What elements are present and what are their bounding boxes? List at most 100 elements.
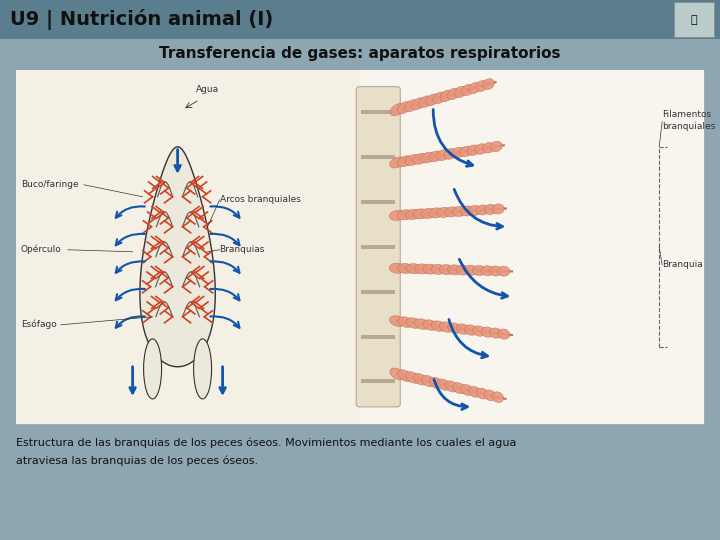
Ellipse shape [390,368,405,380]
Text: U9 | Nutrición animal (I): U9 | Nutrición animal (I) [10,9,274,30]
Bar [361,380,395,383]
Ellipse shape [482,79,495,90]
Ellipse shape [482,143,495,153]
Ellipse shape [481,266,494,276]
Ellipse shape [474,144,487,154]
Ellipse shape [423,264,438,274]
Ellipse shape [444,148,457,159]
Ellipse shape [421,208,436,219]
Ellipse shape [143,339,161,399]
Ellipse shape [448,323,462,333]
FancyBboxPatch shape [356,86,400,407]
Bar [0,0,720,39]
Ellipse shape [433,92,446,104]
Ellipse shape [390,104,405,116]
Ellipse shape [484,205,497,214]
Ellipse shape [405,100,418,112]
Text: branquiales: branquiales [662,122,716,131]
Bar [674,2,714,37]
Ellipse shape [467,145,480,156]
Ellipse shape [413,153,428,164]
Ellipse shape [437,379,450,390]
Ellipse shape [397,210,413,220]
Ellipse shape [405,154,420,165]
Ellipse shape [454,86,467,98]
Bar [361,245,395,249]
Ellipse shape [476,388,488,399]
Bar [360,70,704,424]
Bar [16,70,360,424]
Ellipse shape [476,80,487,91]
Ellipse shape [397,370,413,382]
Ellipse shape [468,386,481,397]
Ellipse shape [397,102,411,114]
Ellipse shape [390,263,405,273]
Ellipse shape [451,147,465,158]
Ellipse shape [469,83,480,93]
Ellipse shape [492,392,504,402]
Ellipse shape [428,151,442,162]
Ellipse shape [472,266,486,275]
Ellipse shape [413,374,428,385]
Ellipse shape [498,329,510,339]
Ellipse shape [440,90,453,102]
Ellipse shape [484,390,496,401]
Ellipse shape [390,210,405,220]
Bar [361,289,395,294]
Ellipse shape [452,206,466,217]
Ellipse shape [390,157,405,168]
Ellipse shape [492,204,504,214]
Ellipse shape [498,266,510,276]
Ellipse shape [481,327,494,337]
Bar [361,335,395,339]
Text: Agua: Agua [196,85,219,93]
Text: 🐟: 🐟 [690,15,697,25]
Ellipse shape [468,205,482,215]
Ellipse shape [459,146,472,157]
Text: Branquias: Branquias [220,245,265,254]
Ellipse shape [456,265,469,275]
Ellipse shape [431,321,446,332]
Ellipse shape [415,319,429,329]
Ellipse shape [490,266,502,276]
Ellipse shape [426,94,439,106]
Ellipse shape [397,264,413,273]
Ellipse shape [461,384,473,395]
Text: Arcos branquiales: Arcos branquiales [220,195,300,204]
Ellipse shape [456,324,469,334]
Ellipse shape [439,322,454,332]
Ellipse shape [476,205,489,215]
Ellipse shape [413,209,428,219]
Text: Branquia: Branquia [662,260,703,269]
Ellipse shape [397,156,413,167]
Text: Estructura de las branquias de los peces óseos. Movimientos mediante los cuales : Estructura de las branquias de los peces… [16,438,516,448]
Ellipse shape [445,207,459,217]
Ellipse shape [447,88,460,99]
Ellipse shape [437,207,451,218]
Ellipse shape [448,265,462,275]
Ellipse shape [411,98,425,110]
Ellipse shape [490,141,503,152]
Bar [0,39,720,68]
Text: Opérculo: Opérculo [21,244,62,254]
Ellipse shape [418,96,432,107]
Ellipse shape [406,318,421,328]
Ellipse shape [429,377,443,388]
Ellipse shape [464,325,477,335]
Ellipse shape [439,265,454,275]
Ellipse shape [390,316,405,326]
Text: atraviesa las branquias de los peces óseos.: atraviesa las branquias de los peces óse… [16,456,258,467]
Ellipse shape [462,84,474,96]
Ellipse shape [414,264,429,274]
Ellipse shape [436,150,450,160]
Ellipse shape [423,320,437,330]
Ellipse shape [490,328,502,338]
Bar [361,155,395,159]
Ellipse shape [406,264,421,274]
Ellipse shape [405,210,420,219]
Ellipse shape [464,265,477,275]
Ellipse shape [397,317,413,327]
Ellipse shape [421,375,435,387]
Ellipse shape [445,381,458,392]
Text: Buco/faringe: Buco/faringe [21,180,78,189]
